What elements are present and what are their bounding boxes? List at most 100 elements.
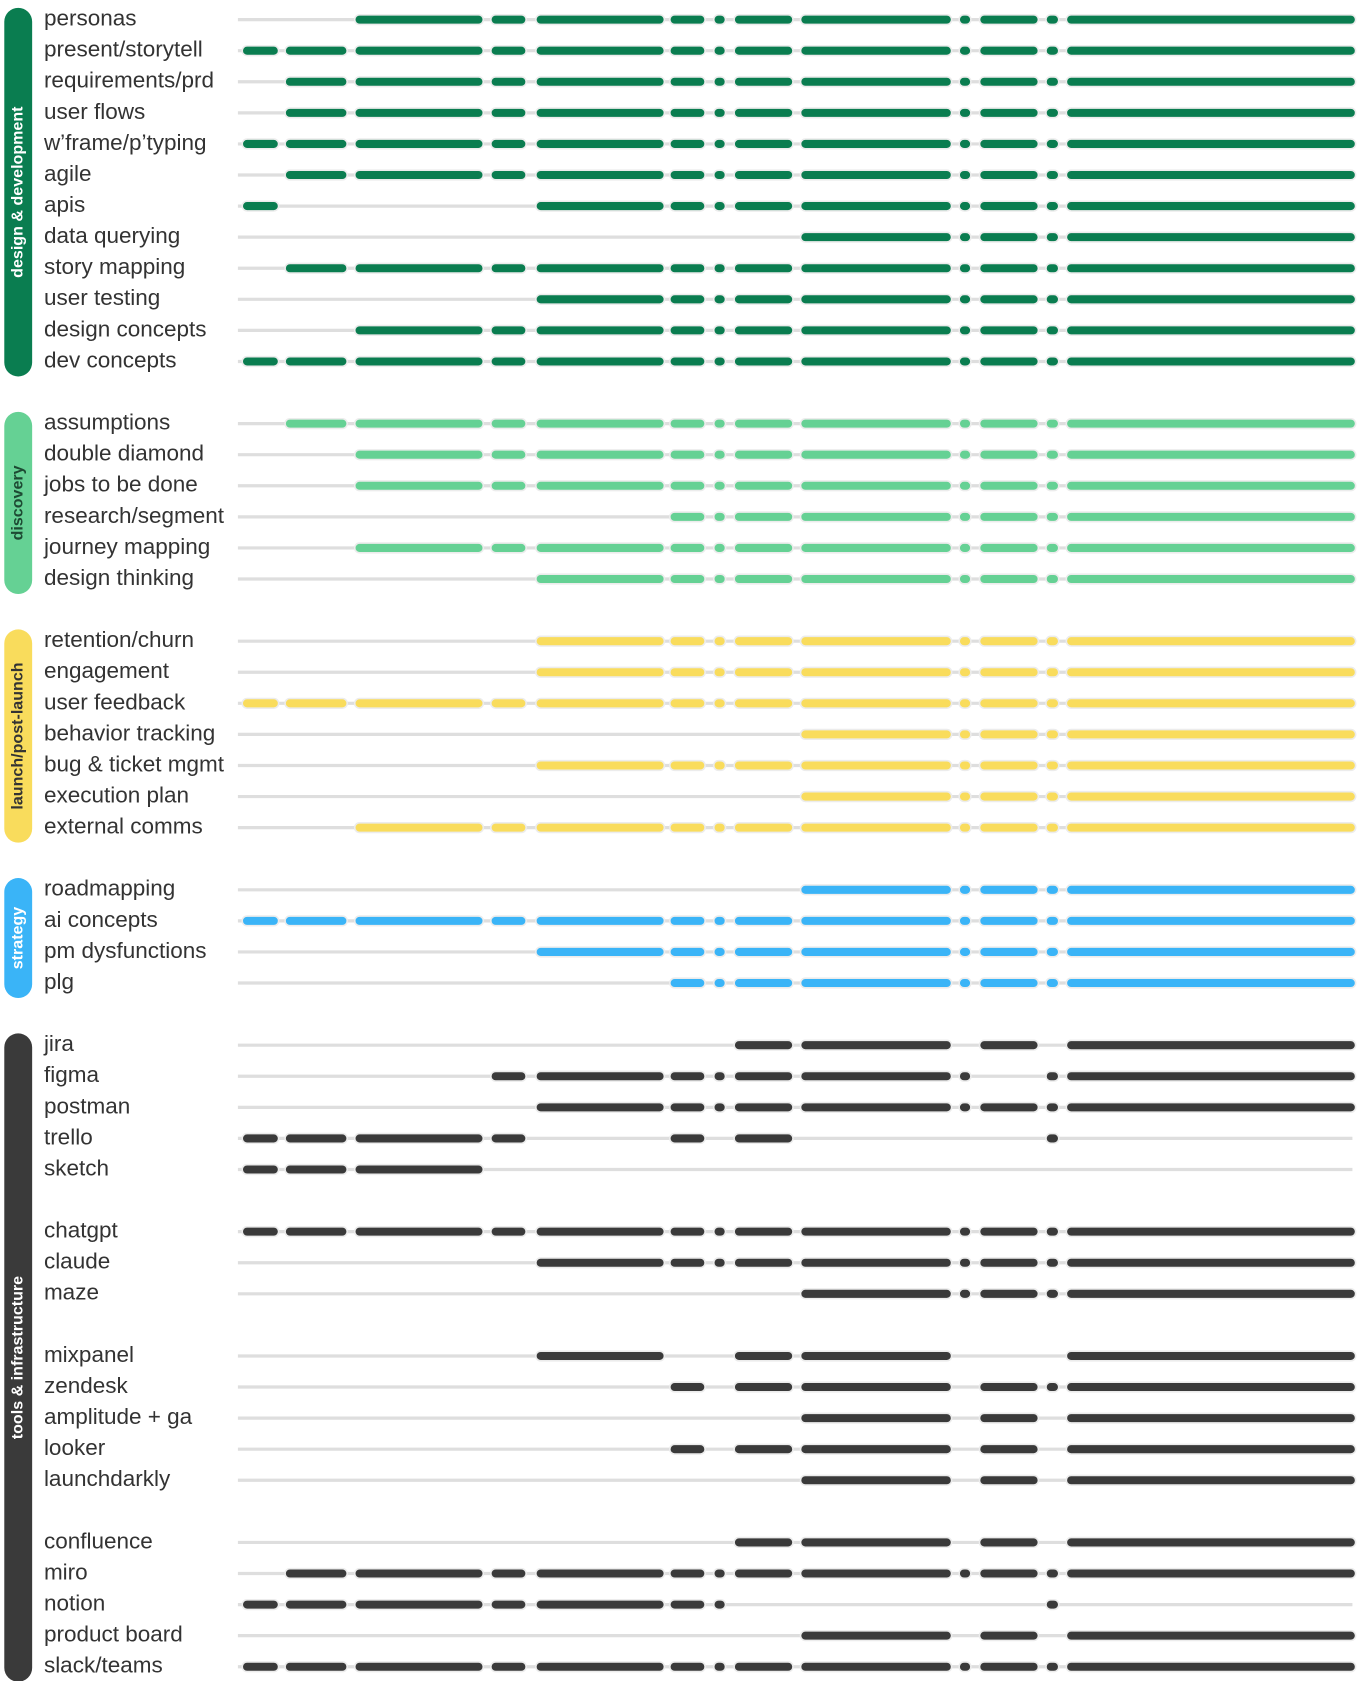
skill-segment: [978, 977, 1040, 989]
skill-segment: [958, 977, 972, 989]
skill-segment: [958, 1661, 972, 1673]
skill-segment: [712, 1598, 727, 1611]
row-label: pm dysfunctions: [44, 938, 207, 963]
skill-segment: [978, 200, 1040, 212]
skill-segment: [958, 13, 972, 26]
skill-segment: [1065, 728, 1357, 741]
row-label: agile: [44, 161, 92, 186]
row-label: dev concepts: [44, 347, 177, 372]
skill-segment: [490, 697, 527, 709]
skill-segment: [1045, 1132, 1060, 1145]
skill-segment: [733, 418, 794, 430]
skill-segment: [1065, 946, 1357, 958]
skill-segment: [353, 324, 485, 337]
skill-segment: [799, 138, 953, 150]
skill-segment: [1045, 45, 1060, 57]
row-label: retention/churn: [44, 627, 194, 652]
skill-segment: [1045, 915, 1060, 927]
skill-segment: [978, 915, 1040, 927]
skill-segment: [799, 915, 953, 927]
skill-segment: [799, 480, 953, 492]
skill-segment: [958, 1226, 972, 1238]
skill-segment: [1065, 977, 1357, 989]
skill-segment: [712, 1661, 727, 1673]
skill-segment: [353, 262, 485, 274]
skill-segment: [799, 1226, 953, 1238]
skill-segment: [535, 542, 666, 554]
skill-segment: [978, 76, 1040, 88]
skill-segment: [799, 697, 953, 709]
skill-segment: [353, 1598, 485, 1611]
skill-segment: [1065, 1226, 1357, 1238]
skill-segment: [668, 697, 706, 709]
skill-segment: [978, 1226, 1040, 1238]
skill-segment: [799, 107, 953, 119]
skill-segment: [1045, 200, 1060, 212]
skill-segment: [284, 45, 349, 57]
skill-segment: [1065, 1039, 1357, 1051]
skill-segment: [1045, 573, 1060, 585]
skill-segment: [1065, 1536, 1357, 1549]
row-label: user flows: [44, 99, 145, 124]
skill-segment: [668, 76, 706, 88]
skill-segment: [668, 666, 706, 678]
skill-segment: [978, 1536, 1040, 1549]
skill-segment: [978, 946, 1040, 958]
row-label: user testing: [44, 285, 160, 310]
skill-segment: [799, 1412, 953, 1424]
skill-segment: [978, 45, 1040, 57]
skill-segment: [1045, 1070, 1060, 1082]
skill-segment: [978, 697, 1040, 709]
skill-segment: [535, 200, 666, 212]
skill-segment: [284, 1661, 349, 1673]
skill-segment: [1065, 1350, 1357, 1362]
skill-segment: [1065, 1567, 1357, 1580]
skill-segment: [712, 418, 727, 430]
skill-segment: [1045, 76, 1060, 88]
skill-segment: [490, 1226, 527, 1238]
skill-segment: [1065, 45, 1357, 57]
skill-segment: [490, 76, 527, 88]
skill-segment: [799, 355, 953, 368]
skill-segment: [490, 542, 527, 554]
skill-segment: [978, 1661, 1040, 1673]
skill-segment: [958, 635, 972, 647]
skill-segment: [958, 231, 972, 243]
skill-segment: [733, 355, 794, 368]
skill-segment: [353, 1163, 485, 1176]
skill-segment: [1045, 1381, 1060, 1393]
row-label: w’frame/p’typing: [43, 130, 207, 155]
skill-segment: [284, 138, 349, 150]
skill-segment: [1045, 480, 1060, 492]
skill-segment: [1065, 76, 1357, 88]
skill-segment: [712, 45, 727, 57]
skill-segment: [799, 946, 953, 958]
skill-segment: [353, 355, 485, 368]
skill-segment: [712, 946, 727, 958]
skill-segment: [668, 1070, 706, 1082]
skill-segment: [799, 76, 953, 88]
skill-segment: [1065, 1661, 1357, 1673]
skill-segment: [799, 1288, 953, 1300]
skill-segment: [733, 1226, 794, 1238]
skill-segment: [958, 542, 972, 554]
skill-segment: [1065, 231, 1357, 243]
skill-segment: [353, 1661, 485, 1673]
skill-segment: [799, 1257, 953, 1269]
skill-segment: [490, 138, 527, 150]
skill-segment: [799, 511, 953, 523]
skill-segment: [958, 107, 972, 119]
skill-segment: [978, 107, 1040, 119]
skill-segment: [733, 822, 794, 834]
skill-segment: [712, 635, 727, 647]
skill-segment: [712, 822, 727, 834]
row-label: slack/teams: [44, 1653, 163, 1678]
skill-segment: [958, 511, 972, 523]
group-bar: [4, 1033, 33, 1681]
skill-segment: [978, 138, 1040, 150]
skill-segment: [733, 511, 794, 523]
skill-segment: [668, 324, 706, 337]
skill-segment: [668, 138, 706, 150]
skill-segment: [353, 1132, 485, 1145]
skill-segment: [1045, 884, 1060, 896]
